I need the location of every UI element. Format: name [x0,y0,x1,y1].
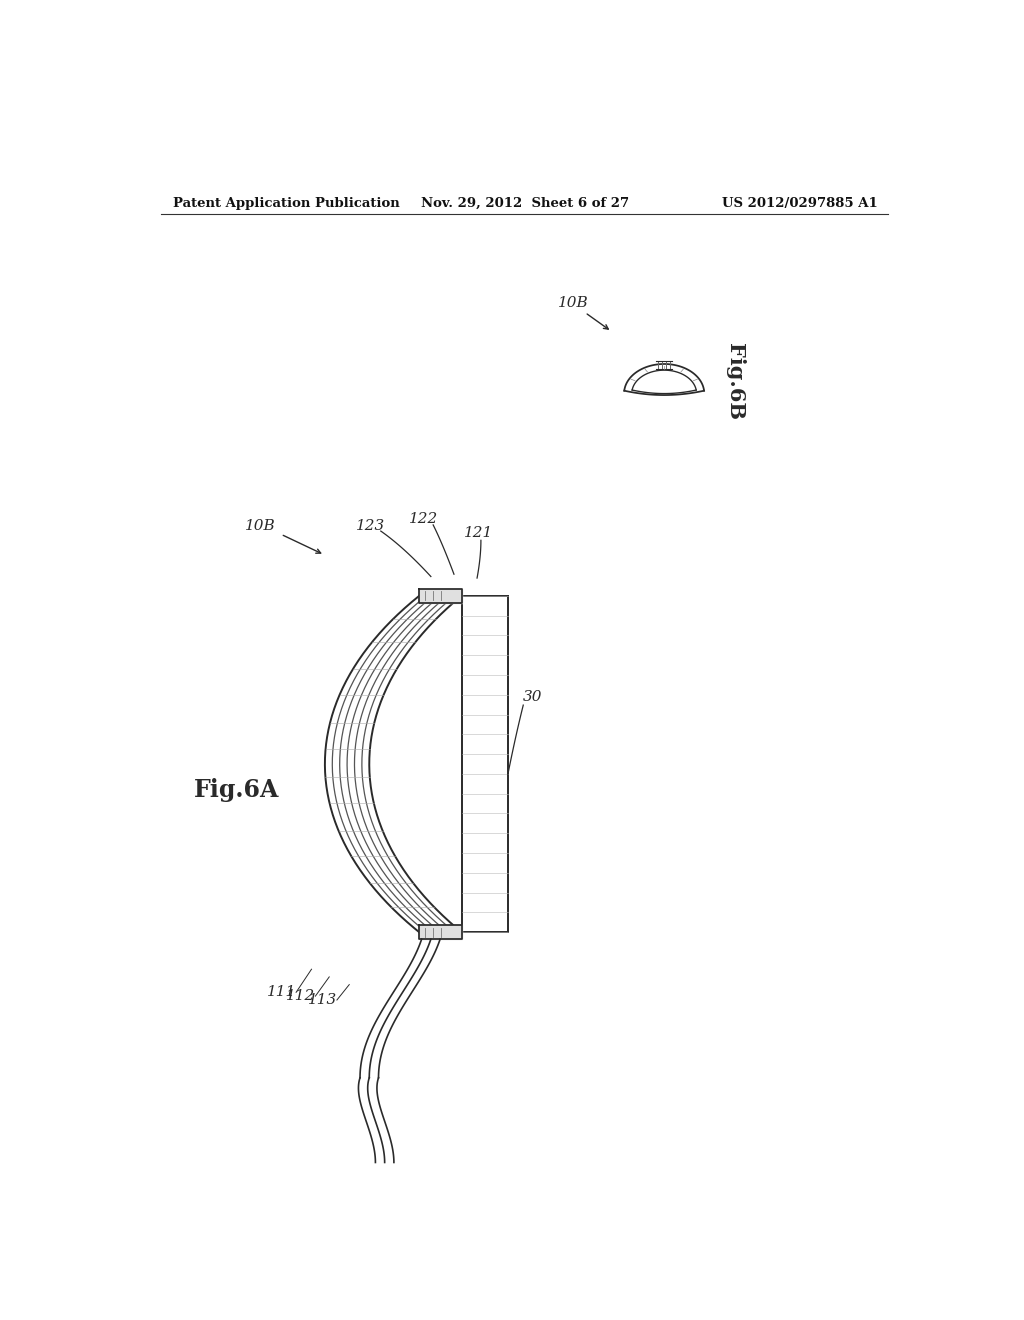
Text: 10B: 10B [558,296,589,310]
Text: 121: 121 [464,527,494,540]
Text: 123: 123 [356,519,385,533]
Text: Nov. 29, 2012  Sheet 6 of 27: Nov. 29, 2012 Sheet 6 of 27 [421,197,629,210]
Text: US 2012/0297885 A1: US 2012/0297885 A1 [722,197,878,210]
Text: Patent Application Publication: Patent Application Publication [173,197,399,210]
Text: 122: 122 [409,512,438,525]
Text: Fig.6B: Fig.6B [725,343,745,420]
Text: 111: 111 [267,985,296,999]
Text: 112: 112 [286,989,315,1003]
Text: 113: 113 [307,993,337,1007]
Polygon shape [419,589,462,603]
Text: 30: 30 [523,690,543,705]
Polygon shape [419,925,462,940]
Text: Fig.6A: Fig.6A [194,777,280,801]
Text: 10B: 10B [245,519,275,533]
